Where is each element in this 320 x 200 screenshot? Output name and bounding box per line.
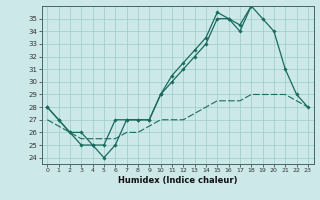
X-axis label: Humidex (Indice chaleur): Humidex (Indice chaleur)	[118, 176, 237, 185]
